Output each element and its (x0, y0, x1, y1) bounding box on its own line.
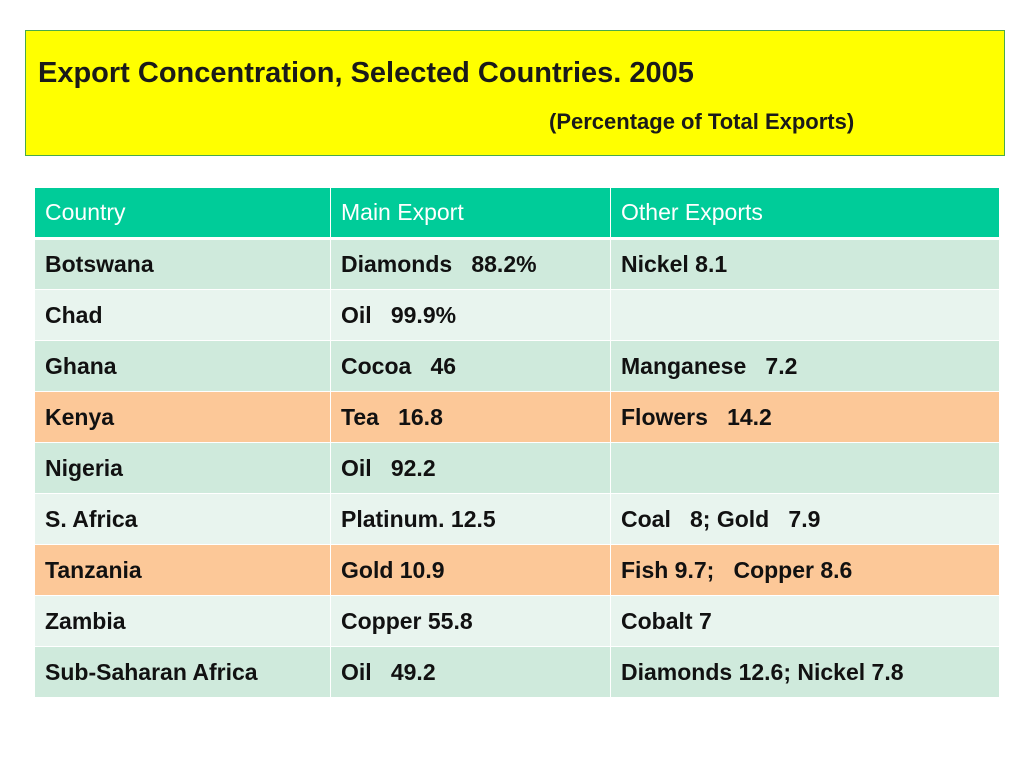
table-row-highlighted: Tanzania Gold 10.9 Fish 9.7; Copper 8.6 (34, 544, 1000, 596)
table-row: Ghana Cocoa 46 Manganese 7.2 (34, 340, 1000, 392)
header-other-exports: Other Exports (610, 187, 1000, 240)
country-cell: Tanzania (34, 544, 331, 596)
country-cell: Botswana (34, 238, 331, 290)
main-export-cell: Oil 99.9% (330, 289, 611, 341)
table-row: Botswana Diamonds 88.2% Nickel 8.1 (34, 238, 1000, 290)
other-exports-cell: Nickel 8.1 (610, 238, 1000, 290)
country-cell: Chad (34, 289, 331, 341)
main-export-cell: Platinum. 12.5 (330, 493, 611, 545)
other-exports-cell: Cobalt 7 (610, 595, 1000, 647)
other-exports-cell: Coal 8; Gold 7.9 (610, 493, 1000, 545)
table-header-row: Country Main Export Other Exports (34, 187, 1000, 240)
main-export-cell: Diamonds 88.2% (330, 238, 611, 290)
other-exports-cell: Flowers 14.2 (610, 391, 1000, 443)
table-row-highlighted: Kenya Tea 16.8 Flowers 14.2 (34, 391, 1000, 443)
country-cell: S. Africa (34, 493, 331, 545)
slide-title: Export Concentration, Selected Countries… (38, 57, 694, 89)
other-exports-cell (610, 442, 1000, 494)
other-exports-cell: Manganese 7.2 (610, 340, 1000, 392)
table-row: Sub-Saharan Africa Oil 49.2 Diamonds 12.… (34, 646, 1000, 698)
country-cell: Sub-Saharan Africa (34, 646, 331, 698)
main-export-cell: Oil 49.2 (330, 646, 611, 698)
table-row: Nigeria Oil 92.2 (34, 442, 1000, 494)
main-export-cell: Oil 92.2 (330, 442, 611, 494)
other-exports-cell: Fish 9.7; Copper 8.6 (610, 544, 1000, 596)
header-country: Country (34, 187, 331, 240)
country-cell: Zambia (34, 595, 331, 647)
header-main-export: Main Export (330, 187, 611, 240)
main-export-cell: Cocoa 46 (330, 340, 611, 392)
table-row: S. Africa Platinum. 12.5 Coal 8; Gold 7.… (34, 493, 1000, 545)
other-exports-cell: Diamonds 12.6; Nickel 7.8 (610, 646, 1000, 698)
table-row: Chad Oil 99.9% (34, 289, 1000, 341)
title-box: Export Concentration, Selected Countries… (25, 30, 1005, 156)
table-row: Zambia Copper 55.8 Cobalt 7 (34, 595, 1000, 647)
country-cell: Nigeria (34, 442, 331, 494)
main-export-cell: Tea 16.8 (330, 391, 611, 443)
other-exports-cell (610, 289, 1000, 341)
main-export-cell: Gold 10.9 (330, 544, 611, 596)
slide-subtitle: (Percentage of Total Exports) (549, 109, 855, 134)
country-cell: Kenya (34, 391, 331, 443)
export-table: Country Main Export Other Exports Botswa… (34, 187, 1000, 698)
main-export-cell: Copper 55.8 (330, 595, 611, 647)
country-cell: Ghana (34, 340, 331, 392)
